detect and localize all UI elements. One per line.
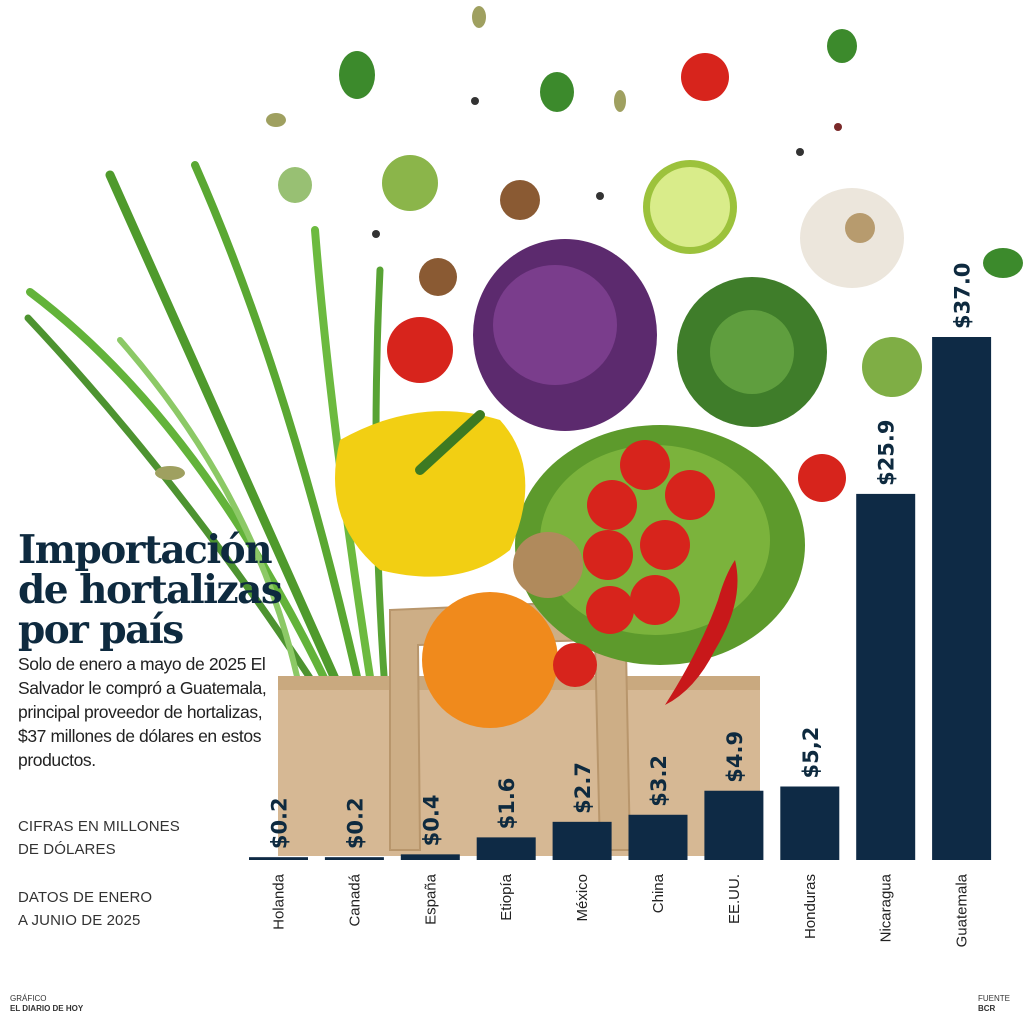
value-label: $0.4 (419, 795, 443, 847)
value-label: $4.9 (723, 731, 747, 783)
credit-name: EL DIARIO DE HOY (10, 1004, 84, 1013)
value-label: $1.6 (495, 778, 519, 830)
source-name: BCR (978, 1004, 996, 1013)
orange-illustration (422, 592, 558, 728)
category-label: España (422, 873, 439, 925)
source-label: FUENTE (978, 994, 1010, 1003)
bar-guatemala (932, 337, 992, 860)
value-label: $37.0 (951, 263, 975, 329)
category-label: Honduras (802, 874, 819, 939)
title-line: Importación (18, 527, 273, 573)
value-label: $3.2 (647, 755, 671, 807)
period-line: A JUNIO DE 2025 (18, 912, 141, 929)
category-label: Holanda (271, 873, 288, 930)
value-label: $0.2 (268, 797, 292, 849)
bar-nicaragua (856, 493, 916, 860)
bar-etiop-a (476, 837, 536, 860)
category-label: Canadá (346, 873, 363, 926)
tomatoes-illustration (387, 53, 846, 687)
chili-illustration (665, 560, 738, 705)
bar-china (628, 814, 688, 860)
category-label: EE.UU. (726, 874, 743, 924)
category-label: Nicaragua (878, 873, 895, 942)
units-note: CIFRAS EN MILLONES DE DÓLARES (18, 815, 218, 861)
value-label: $25.9 (875, 419, 899, 485)
seeds-illustration (155, 6, 842, 480)
bar-canad- (324, 857, 384, 860)
units-line: CIFRAS EN MILLONES (18, 818, 180, 835)
chart-title: Importación de hortalizas por país (18, 527, 283, 653)
leaves-illustration (278, 29, 1023, 278)
value-label: $5,2 (799, 727, 823, 779)
category-label: México (574, 874, 591, 922)
units-line: DE DÓLARES (18, 841, 116, 858)
yellow-pepper-illustration (335, 411, 526, 577)
category-label: China (650, 873, 667, 913)
credit: GRÁFICO EL DIARIO DE HOY (10, 994, 83, 1014)
credit-label: GRÁFICO (10, 994, 47, 1003)
value-label: $0.2 (343, 797, 367, 849)
period-note: DATOS DE ENERO A JUNIO DE 2025 (18, 886, 218, 932)
category-label: Guatemala (954, 873, 971, 947)
bar-ee-uu- (704, 790, 764, 860)
title-line: por país (18, 607, 184, 653)
period-line: DATOS DE ENERO (18, 889, 153, 906)
chart-description: Solo de enero a mayo de 2025 El Salvador… (18, 654, 267, 770)
hazelnuts-illustration (419, 180, 540, 296)
bar-espa-a (400, 854, 460, 860)
value-label: $2.7 (571, 762, 595, 814)
source: FUENTE BCR (978, 994, 1010, 1014)
category-label: Etiopía (498, 873, 515, 920)
bar-m-xico (552, 821, 612, 860)
bar-honduras (780, 786, 840, 860)
bar-holanda (249, 857, 308, 860)
walnut-illustration (513, 532, 583, 598)
title-line: de hortalizas (18, 567, 283, 613)
brussels-sprouts-illustration (382, 155, 922, 397)
